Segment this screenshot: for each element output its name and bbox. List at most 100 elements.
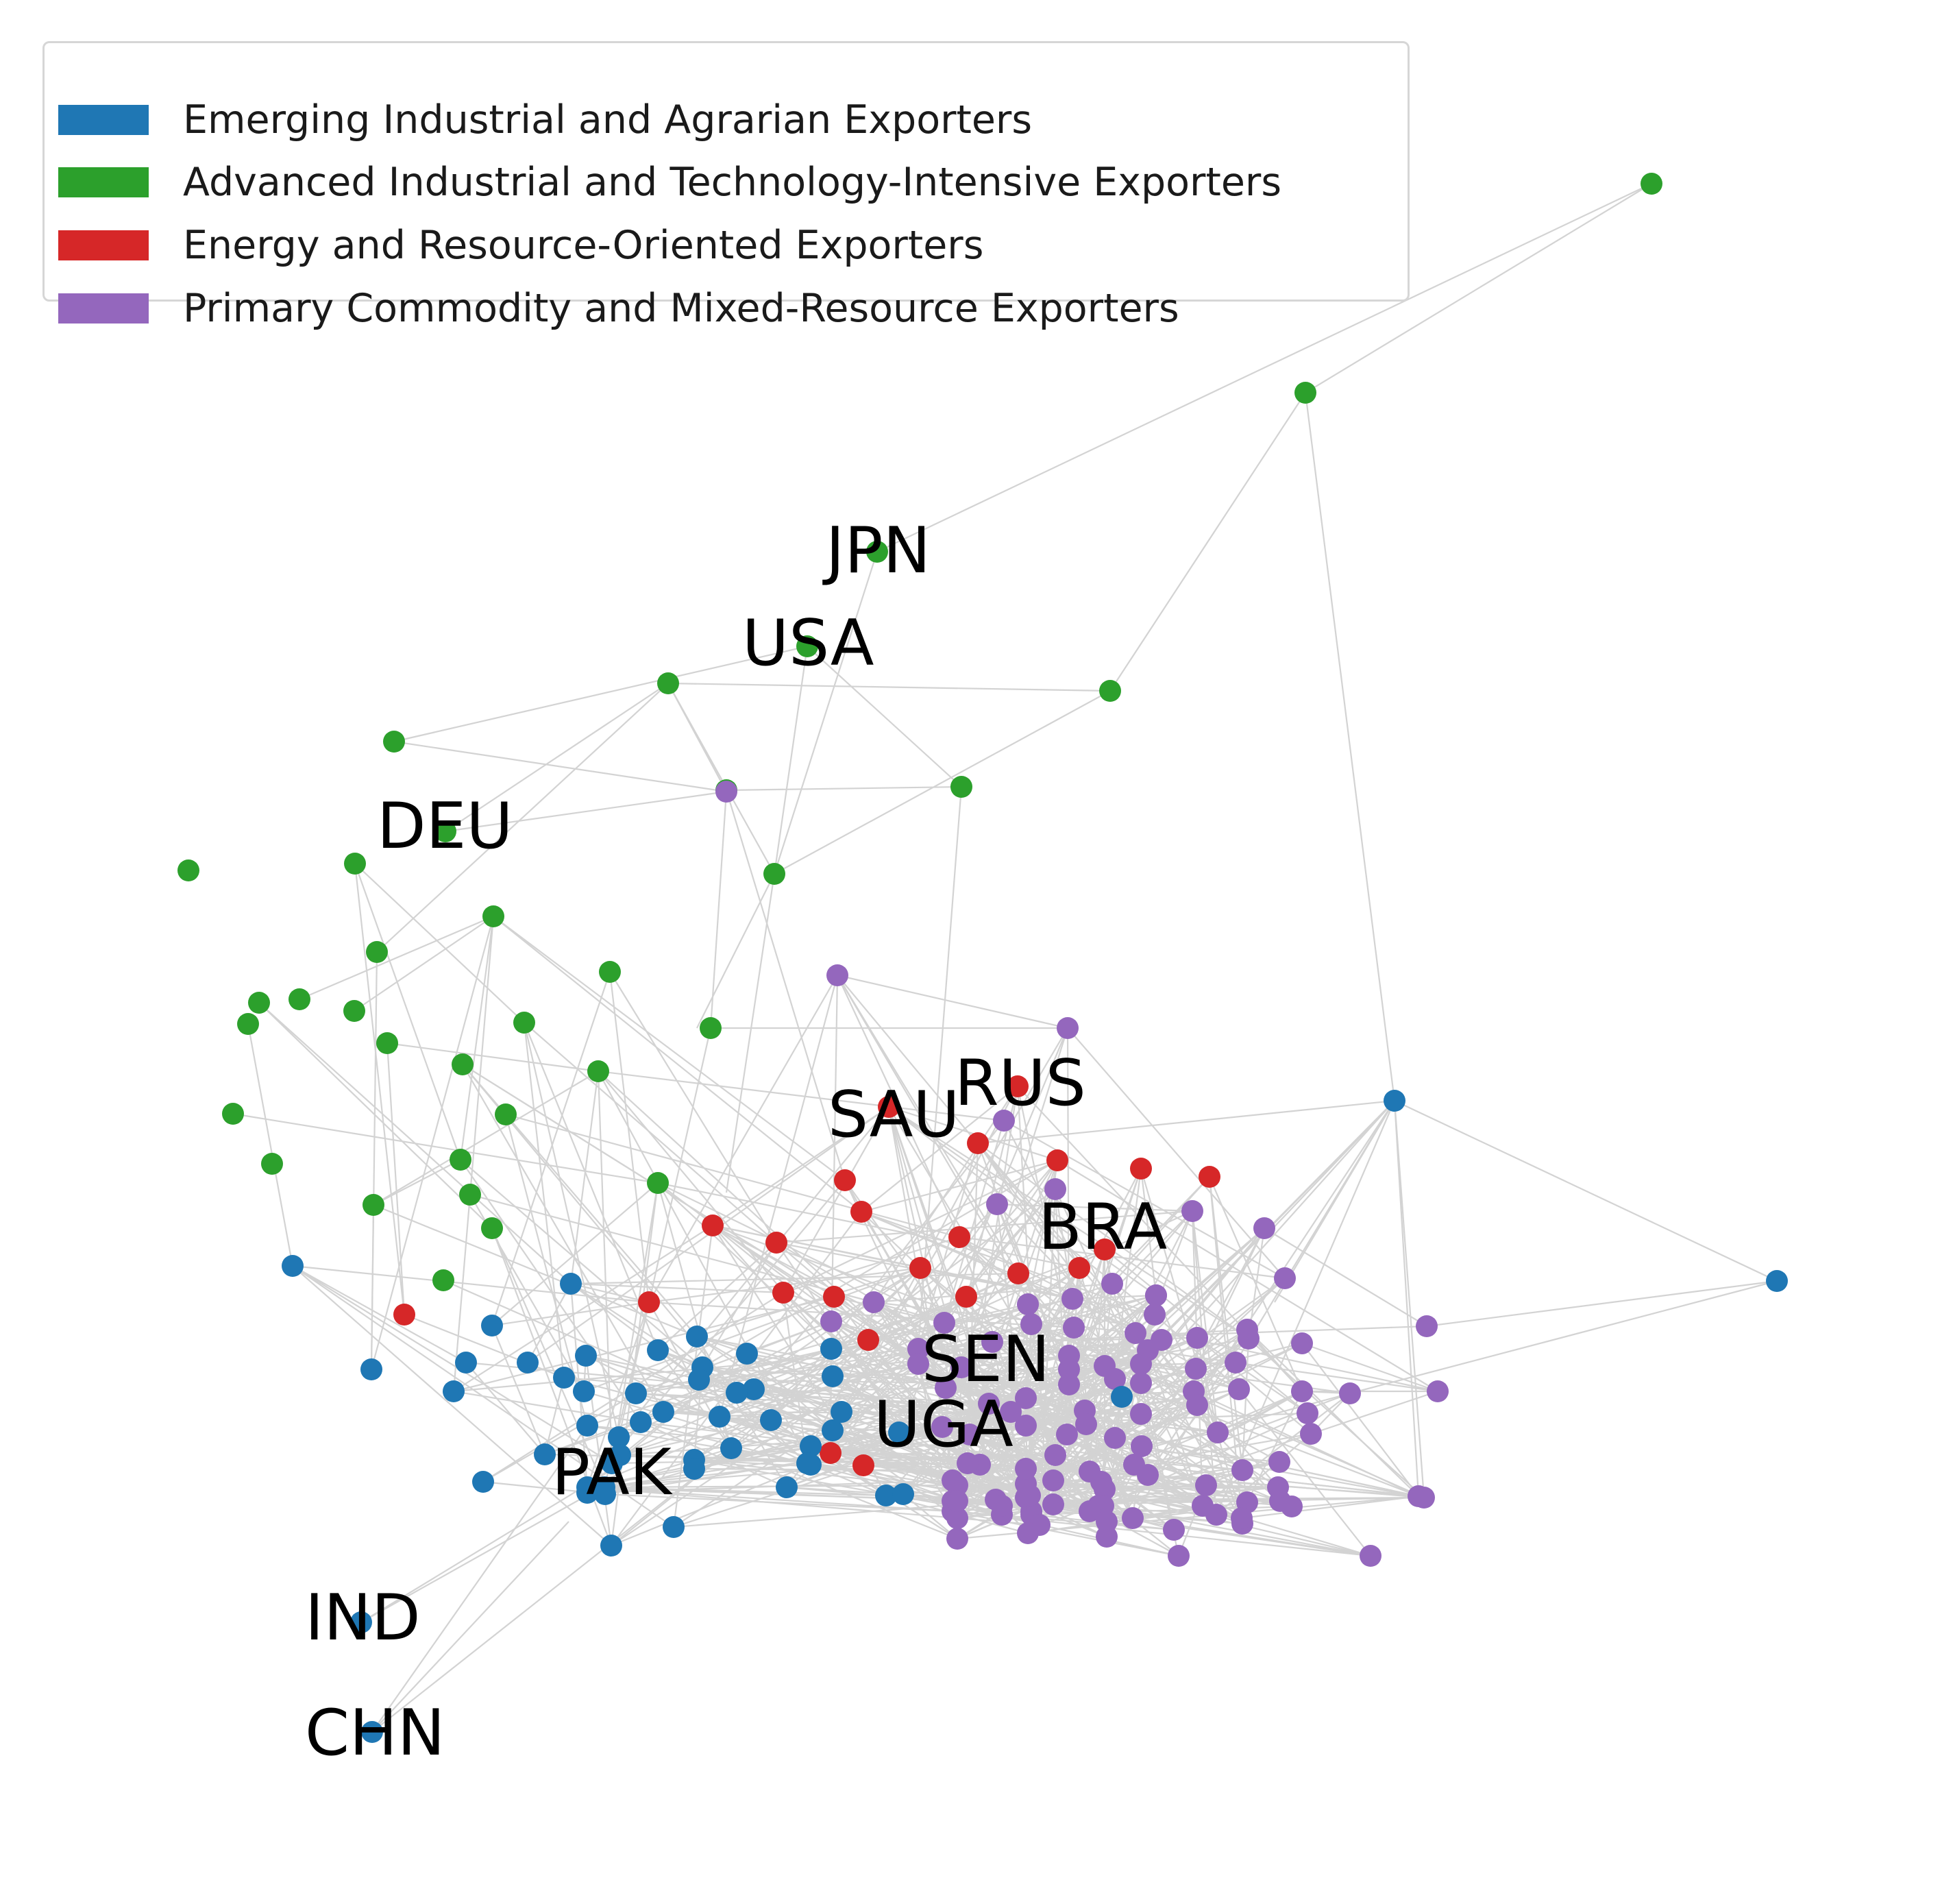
edge [371, 1521, 569, 1733]
node-advanced [700, 1017, 722, 1039]
edge [944, 1086, 1019, 1389]
edge [693, 1458, 1054, 1482]
edge [527, 1283, 572, 1363]
node-primary [942, 1469, 963, 1491]
node-primary [946, 1528, 968, 1550]
node-emerging [481, 1315, 503, 1337]
node-primary [1339, 1382, 1361, 1404]
node-energy [1130, 1158, 1152, 1180]
edge [1066, 1329, 1248, 1435]
edge [611, 1182, 659, 1464]
edge [1305, 183, 1652, 393]
node-primary [1096, 1526, 1118, 1548]
edge [453, 1295, 835, 1393]
legend-item-emerging: Emerging Industrial and Agrarian Exporte… [58, 97, 1032, 143]
edge [1264, 1228, 1427, 1327]
country-label-bra: BRA [1038, 1190, 1167, 1264]
edge [493, 916, 862, 1212]
edge [746, 1353, 833, 1431]
edge [696, 1336, 787, 1488]
node-primary [1130, 1403, 1152, 1425]
edge [604, 1452, 831, 1489]
node-primary [1042, 1469, 1064, 1491]
edge [505, 1113, 960, 1238]
edge [1304, 392, 1396, 1101]
edge [753, 1294, 1157, 1391]
node-advanced [177, 859, 199, 881]
node-primary [1058, 1374, 1080, 1395]
node-primary [1056, 1424, 1078, 1445]
edge [1089, 1391, 1303, 1512]
node-energy [638, 1291, 660, 1313]
node-energy [1046, 1149, 1068, 1171]
node-advanced [363, 1194, 384, 1216]
node-primary [935, 1377, 957, 1399]
edge [1111, 1176, 1210, 1284]
edge [1349, 1280, 1778, 1395]
node-primary [1195, 1474, 1217, 1496]
edge [844, 1180, 1029, 1500]
node-energy [393, 1304, 415, 1326]
node-emerging [760, 1409, 782, 1431]
node-energy [823, 1286, 845, 1308]
node-advanced [261, 1153, 283, 1175]
edge [1003, 1120, 1080, 1269]
edge [1301, 1343, 1419, 1497]
node-primary [1192, 1495, 1214, 1517]
node-emerging [576, 1482, 598, 1504]
edge [1140, 1100, 1395, 1384]
legend-item-energy: Energy and Resource-Oriented Exporters [58, 223, 983, 268]
node-emerging [1766, 1270, 1788, 1292]
node-primary [1130, 1372, 1152, 1394]
node-primary [950, 1356, 972, 1378]
legend: Emerging Industrial and Agrarian Exporte… [42, 41, 1410, 331]
edge [693, 1382, 1142, 1470]
node-emerging [822, 1365, 844, 1387]
node-primary [1058, 1358, 1080, 1380]
node-energy [850, 1201, 872, 1223]
node-energy [1068, 1257, 1090, 1279]
edge [673, 1464, 864, 1528]
edge [453, 1390, 641, 1424]
node-primary [993, 1110, 1015, 1132]
node-primary [715, 781, 737, 803]
edge [807, 646, 962, 788]
edge [959, 1236, 1029, 1305]
node-emerging [600, 1535, 622, 1557]
edge [460, 1159, 703, 1368]
edge [604, 1433, 970, 1496]
edge [709, 791, 728, 1029]
edge [702, 1367, 808, 1464]
edge [453, 1225, 713, 1392]
node-primary [946, 1507, 968, 1529]
node-primary [1020, 1313, 1042, 1335]
edge [885, 1298, 1073, 1496]
node-emerging [663, 1516, 685, 1538]
node-primary [1131, 1435, 1153, 1457]
edge [1016, 1086, 1033, 1325]
legend-label-advanced: Advanced Industrial and Technology-Inten… [183, 160, 1282, 205]
node-primary [1225, 1352, 1246, 1374]
country-label-ind: IND [305, 1580, 421, 1655]
node-primary [991, 1495, 1013, 1517]
node-emerging [1111, 1386, 1133, 1408]
node-primary [1079, 1500, 1101, 1522]
node-emerging [361, 1721, 383, 1743]
edge [360, 1466, 617, 1623]
node-advanced [366, 941, 388, 963]
node-primary [1291, 1380, 1313, 1402]
edge [967, 1462, 1419, 1498]
edge [611, 1463, 811, 1547]
node-primary [986, 1193, 1008, 1215]
edge [371, 1448, 732, 1733]
edge [657, 1182, 1080, 1269]
node-primary [1042, 1493, 1064, 1515]
edge [371, 1425, 588, 1733]
edge [491, 1182, 659, 1326]
node-energy [702, 1215, 724, 1236]
node-advanced [647, 1172, 669, 1194]
edge [445, 683, 669, 832]
node-primary [946, 1490, 968, 1512]
node-advanced [248, 992, 270, 1014]
node-primary [820, 1310, 842, 1332]
